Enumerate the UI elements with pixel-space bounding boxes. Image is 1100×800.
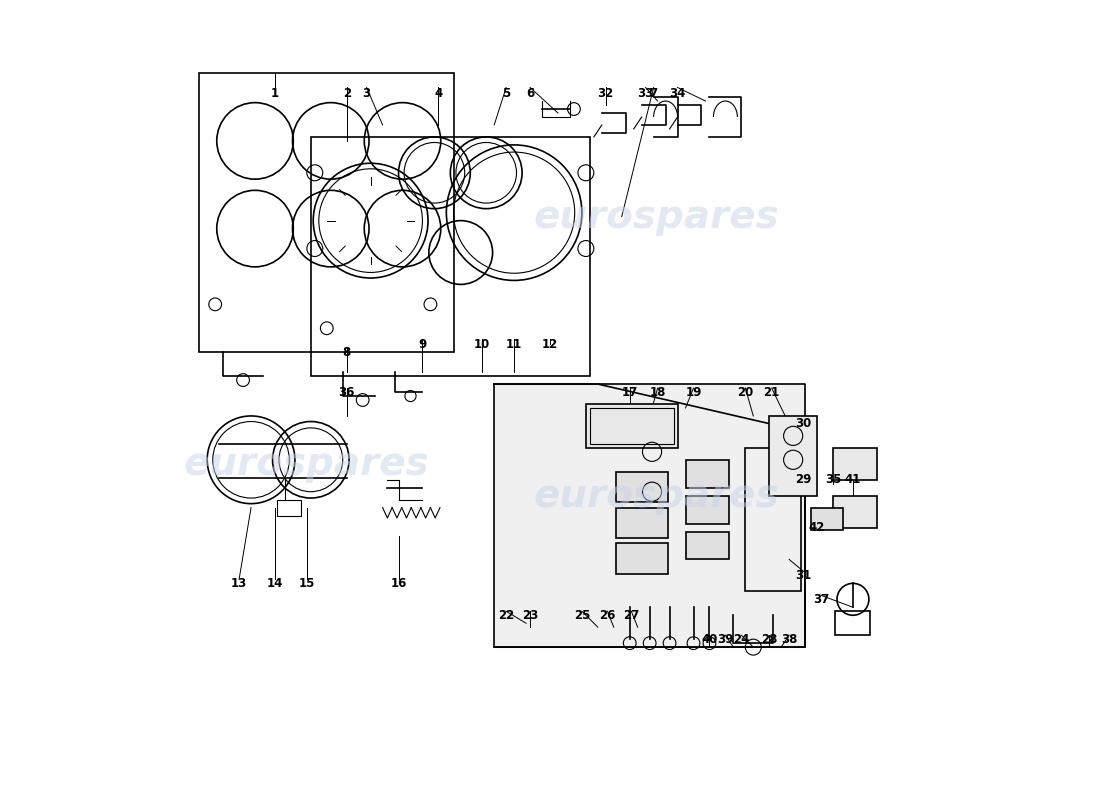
- Text: 32: 32: [597, 86, 614, 99]
- Bar: [812, 508, 844, 530]
- Text: 21: 21: [763, 386, 780, 398]
- Bar: [685, 496, 729, 523]
- Bar: [277, 500, 301, 515]
- Bar: [616, 472, 668, 502]
- Text: 8: 8: [342, 346, 351, 358]
- Text: 38: 38: [781, 633, 798, 646]
- Text: 42: 42: [808, 521, 825, 534]
- Text: 36: 36: [339, 386, 355, 398]
- Text: 22: 22: [498, 609, 515, 622]
- Text: 15: 15: [299, 577, 315, 590]
- Text: 14: 14: [267, 577, 283, 590]
- Text: 25: 25: [574, 609, 590, 622]
- Bar: [590, 408, 673, 444]
- Text: 9: 9: [418, 338, 427, 350]
- Bar: [199, 73, 454, 352]
- Text: 37: 37: [813, 593, 829, 606]
- Text: 35: 35: [825, 474, 842, 486]
- Text: 2: 2: [342, 86, 351, 99]
- Text: 31: 31: [795, 569, 812, 582]
- Text: 16: 16: [390, 577, 407, 590]
- Text: 5: 5: [502, 86, 510, 99]
- Text: 20: 20: [737, 386, 754, 398]
- Bar: [616, 543, 668, 574]
- Text: 13: 13: [231, 577, 248, 590]
- Bar: [835, 611, 870, 635]
- Text: 10: 10: [474, 338, 491, 350]
- Text: 29: 29: [795, 474, 812, 486]
- Bar: [685, 531, 729, 559]
- Bar: [311, 137, 590, 376]
- Text: 26: 26: [600, 609, 616, 622]
- Text: 33: 33: [638, 86, 653, 99]
- Text: 39: 39: [717, 633, 734, 646]
- Text: 19: 19: [685, 386, 702, 398]
- Text: 7: 7: [650, 86, 658, 99]
- Bar: [586, 404, 678, 448]
- Text: eurospares: eurospares: [535, 477, 780, 514]
- Text: 27: 27: [624, 609, 639, 622]
- Text: 41: 41: [845, 474, 861, 486]
- Bar: [833, 496, 877, 527]
- Text: 30: 30: [795, 418, 812, 430]
- Text: 11: 11: [506, 338, 522, 350]
- Text: 40: 40: [702, 633, 717, 646]
- Bar: [769, 416, 817, 496]
- Text: eurospares: eurospares: [184, 445, 429, 482]
- Text: eurospares: eurospares: [535, 198, 780, 236]
- Text: 3: 3: [363, 86, 371, 99]
- Text: 24: 24: [733, 633, 749, 646]
- Text: 4: 4: [434, 86, 442, 99]
- Text: 18: 18: [649, 386, 666, 398]
- Polygon shape: [494, 384, 805, 647]
- Bar: [746, 448, 801, 591]
- Text: 17: 17: [621, 386, 638, 398]
- Text: 23: 23: [521, 609, 538, 622]
- Text: 34: 34: [670, 86, 685, 99]
- Text: 6: 6: [526, 86, 535, 99]
- Bar: [685, 460, 729, 488]
- Text: 12: 12: [542, 338, 558, 350]
- Bar: [833, 448, 877, 480]
- Text: 1: 1: [271, 86, 279, 99]
- Text: 28: 28: [761, 633, 778, 646]
- Bar: [616, 508, 668, 538]
